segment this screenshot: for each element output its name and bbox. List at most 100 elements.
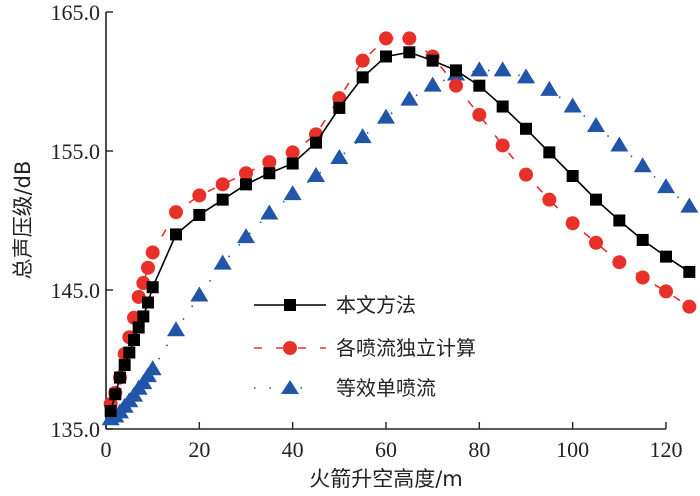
data-point: [519, 167, 533, 182]
y-tick-label: 165.0: [51, 0, 101, 25]
data-point: [190, 286, 209, 302]
data-point: [167, 321, 185, 337]
data-point: [450, 64, 462, 77]
legend-marker-series-3: [281, 380, 299, 394]
data-point: [260, 204, 279, 220]
legend-label-series-1: 本文方法: [336, 293, 416, 317]
data-point: [285, 145, 300, 160]
data-point: [237, 228, 255, 244]
data-point: [239, 166, 253, 181]
data-point: [540, 80, 559, 96]
data-point: [128, 334, 140, 347]
data-point: [307, 167, 325, 183]
data-point: [355, 53, 370, 68]
x-tick-label: 20: [188, 437, 210, 462]
data-point: [423, 76, 442, 92]
data-point: [310, 136, 322, 149]
legend-label-series-2: 各喷流独立计算: [336, 336, 476, 360]
data-point: [635, 270, 650, 285]
y-tick-label: 135.0: [51, 417, 101, 442]
data-point: [379, 31, 393, 46]
data-point: [356, 71, 369, 84]
data-point: [587, 116, 605, 132]
data-point: [286, 157, 299, 170]
data-point: [283, 185, 302, 201]
data-point: [240, 178, 252, 191]
x-tick-label: 80: [468, 437, 490, 462]
data-point: [215, 177, 230, 192]
data-point: [472, 107, 487, 122]
data-point: [380, 50, 392, 63]
data-point: [114, 371, 126, 384]
data-point: [402, 31, 417, 46]
data-point: [659, 284, 673, 299]
data-point: [473, 79, 486, 92]
data-point: [657, 178, 675, 194]
data-point: [400, 90, 419, 106]
axes: 0 20 40 60 80 100 120 135.0 145.0 155.0 165.0: [51, 0, 683, 462]
data-point: [169, 205, 183, 220]
x-tick-label: 0: [101, 437, 112, 462]
data-point: [330, 148, 349, 164]
data-point: [613, 214, 626, 227]
data-point: [104, 404, 117, 417]
data-point: [610, 136, 629, 152]
data-point: [543, 146, 556, 159]
data-point: [213, 254, 232, 270]
data-point: [682, 299, 697, 314]
data-point: [192, 188, 207, 203]
data-point: [170, 228, 182, 241]
data-point: [496, 100, 509, 113]
data-point: [143, 360, 162, 376]
data-point: [636, 233, 649, 246]
data-point: [333, 101, 346, 114]
data-point: [470, 61, 489, 77]
data-point: [566, 170, 579, 183]
data-point: [403, 46, 416, 59]
data-point: [332, 91, 347, 106]
legend: 本文方法 各喷流独立计算 等效单喷流: [254, 293, 476, 400]
data-point: [563, 97, 582, 113]
x-tick-label: 100: [556, 437, 589, 462]
series-layer: [101, 31, 699, 426]
data-point: [377, 108, 395, 124]
data-point: [109, 388, 122, 401]
data-point: [142, 296, 154, 309]
data-point: [520, 122, 532, 135]
data-point: [590, 193, 602, 206]
x-tick-label: 40: [282, 437, 304, 462]
data-point: [145, 245, 160, 260]
data-point: [216, 193, 229, 206]
data-point: [193, 208, 206, 221]
data-point: [146, 281, 159, 294]
legend-marker-series-2: [283, 341, 297, 355]
data-point: [353, 128, 372, 144]
y-tick-label: 155.0: [51, 139, 101, 164]
data-point: [589, 235, 603, 250]
data-point: [263, 167, 276, 180]
data-point: [493, 61, 512, 77]
data-point: [680, 197, 699, 213]
data-point: [683, 265, 696, 278]
data-point: [426, 54, 439, 67]
x-tick-label: 60: [375, 437, 397, 462]
data-point: [123, 346, 136, 359]
data-point: [565, 216, 580, 231]
data-point: [118, 359, 131, 372]
legend-marker-series-1: [284, 299, 296, 311]
data-point: [137, 310, 150, 323]
legend-label-series-3: 等效单喷流: [336, 376, 436, 400]
legend-item-series-2: 各喷流独立计算: [254, 336, 476, 360]
legend-item-series-3: 等效单喷流: [254, 376, 436, 400]
y-tick-label: 145.0: [51, 278, 101, 303]
series-1: [104, 46, 696, 417]
series-3: [101, 61, 699, 426]
data-point: [542, 192, 557, 207]
x-tick-label: 120: [650, 437, 683, 462]
y-axis-title: 总声压级/dB: [11, 161, 35, 280]
data-point: [517, 68, 535, 84]
data-point: [449, 78, 463, 93]
data-point: [132, 321, 145, 334]
legend-item-series-1: 本文方法: [254, 293, 416, 317]
